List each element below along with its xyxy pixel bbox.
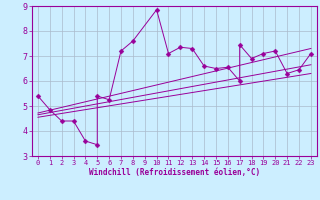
X-axis label: Windchill (Refroidissement éolien,°C): Windchill (Refroidissement éolien,°C) bbox=[89, 168, 260, 177]
